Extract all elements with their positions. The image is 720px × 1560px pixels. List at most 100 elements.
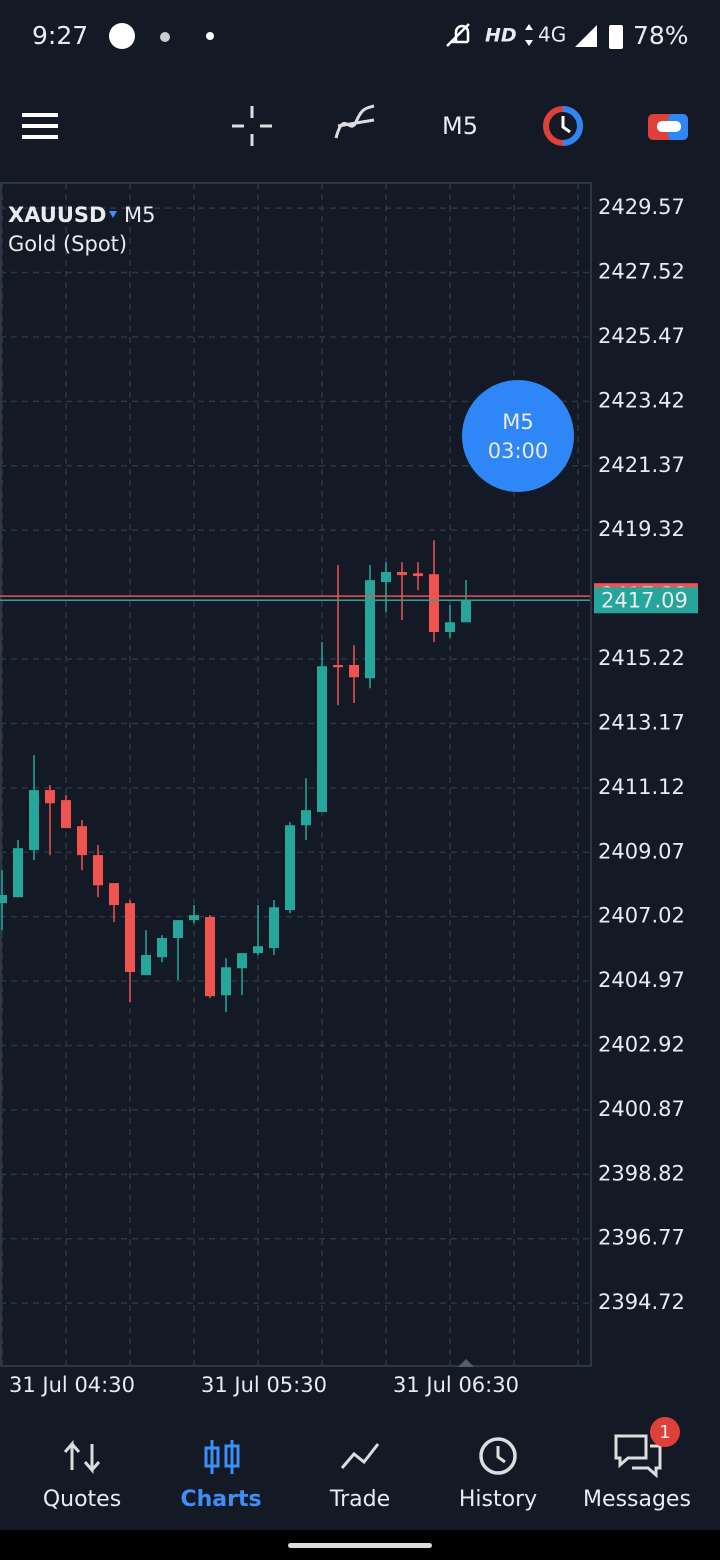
nav-item[interactable]: Charts	[180, 1487, 261, 1512]
y-tick-label: 2409.07	[598, 839, 685, 863]
timer-circle	[462, 380, 574, 492]
y-tick-label: 2404.97	[598, 968, 685, 992]
candle-body	[445, 622, 455, 633]
mute-icon	[446, 23, 470, 47]
badge	[650, 1417, 680, 1447]
candle-body	[301, 810, 311, 826]
candle-body	[333, 664, 343, 668]
badge-count: 1	[659, 1422, 670, 1443]
candle-body	[349, 664, 359, 678]
crosshair-button[interactable]	[232, 106, 272, 146]
menu-button[interactable]	[22, 113, 58, 139]
chart	[0, 183, 590, 1366]
clock-ring-blue	[562, 106, 583, 146]
data-arrows	[525, 24, 533, 46]
battery-icon	[609, 25, 623, 49]
candle-body	[237, 953, 247, 969]
candle-body	[141, 955, 151, 976]
y-tick-label: 2402.92	[598, 1033, 685, 1057]
candle-body	[61, 800, 71, 829]
history-icon	[479, 1437, 517, 1475]
y-tick-label: 2394.72	[598, 1290, 685, 1314]
timeframe-button[interactable]: M5	[442, 112, 478, 140]
timer-bubble[interactable]: M5 03:00	[462, 380, 574, 492]
timer-timeframe: M5	[502, 410, 533, 434]
candle-body	[429, 574, 439, 633]
candle-body	[365, 580, 375, 679]
charts-icon	[204, 1440, 240, 1474]
last-price-label-bg	[594, 587, 698, 614]
y-tick-label: 2429.57	[598, 195, 685, 219]
candle-body	[317, 666, 327, 813]
clock-hand	[561, 116, 571, 134]
symbol-dropdown[interactable]	[109, 211, 117, 218]
status-icon	[109, 23, 135, 49]
timer-countdown: 03:00	[488, 439, 549, 463]
candle-body	[93, 855, 103, 886]
status-icon	[160, 32, 170, 42]
toolbar: M5	[22, 104, 688, 146]
y-tick-label: 2427.52	[598, 260, 685, 284]
y-tick-label: 2415.22	[598, 646, 685, 670]
candle-body	[205, 916, 215, 997]
x-tick-label: 31 Jul 05:30	[201, 1373, 327, 1397]
candle-body	[45, 790, 55, 804]
history-hand	[496, 1446, 506, 1464]
signal-icon	[575, 25, 597, 47]
symbol-description: Gold (Spot)	[8, 232, 127, 256]
candle-body	[285, 825, 295, 911]
candle-body	[13, 848, 23, 898]
status-network: HD	[485, 25, 517, 47]
y-tick-label: 2411.12	[598, 775, 685, 799]
status-icon	[206, 32, 214, 40]
symbol[interactable]: XAUUSD	[8, 203, 106, 227]
candle-body	[269, 907, 279, 949]
x-tick-label: 31 Jul 04:30	[9, 1373, 135, 1397]
indicators-button[interactable]	[334, 104, 375, 139]
nav-item[interactable]: Trade	[329, 1487, 390, 1512]
candle-body	[173, 920, 183, 939]
bottom-nav: Quotes Charts Trade History Messages 1	[43, 1417, 691, 1512]
charts-icon-body	[224, 1444, 240, 1468]
y-tick-label: 2421.37	[598, 453, 685, 477]
candle-body	[29, 790, 39, 851]
chart-timeframe: M5	[124, 203, 155, 227]
candle-body	[397, 571, 407, 576]
status-signal: 4G	[538, 23, 566, 47]
candle-body	[0, 894, 7, 904]
y-tick-label: 2407.02	[598, 904, 685, 928]
candle-body	[125, 903, 135, 972]
nav-item[interactable]: Messages	[583, 1487, 691, 1512]
y-tick-label: 2398.82	[598, 1161, 685, 1185]
trade-button[interactable]	[648, 114, 688, 140]
nav-item[interactable]: Quotes	[43, 1487, 121, 1512]
candle-body	[413, 573, 423, 577]
candle-body	[461, 600, 471, 623]
charts-icon-body	[204, 1446, 220, 1468]
candle-body	[221, 967, 231, 996]
y-tick-label: 2425.47	[598, 324, 685, 348]
chart-header: XAUUSD M5 Gold (Spot)	[8, 203, 155, 256]
y-tick-label: 2419.32	[598, 517, 685, 541]
y-tick-label: 2396.77	[598, 1226, 685, 1250]
candle-body	[381, 571, 391, 583]
x-tick-label: 31 Jul 06:30	[393, 1373, 519, 1397]
y-tick-label: 2413.17	[598, 710, 685, 734]
y-tick-label: 2400.87	[598, 1097, 685, 1121]
quotes-icon	[63, 1440, 101, 1474]
candle-body	[253, 946, 263, 954]
candle-body	[157, 938, 167, 958]
status-battery: 78%	[633, 21, 689, 50]
candle-body	[189, 915, 199, 921]
y-tick-label: 2423.42	[598, 388, 685, 412]
nav-item[interactable]: History	[459, 1487, 537, 1512]
scroll-marker[interactable]	[458, 1359, 474, 1367]
trade-icon	[340, 1443, 380, 1469]
status-time: 9:27	[32, 21, 88, 50]
clock-button[interactable]	[543, 106, 583, 146]
home-indicator[interactable]	[288, 1543, 432, 1548]
candle-body	[77, 826, 87, 856]
candle-body	[109, 883, 119, 906]
